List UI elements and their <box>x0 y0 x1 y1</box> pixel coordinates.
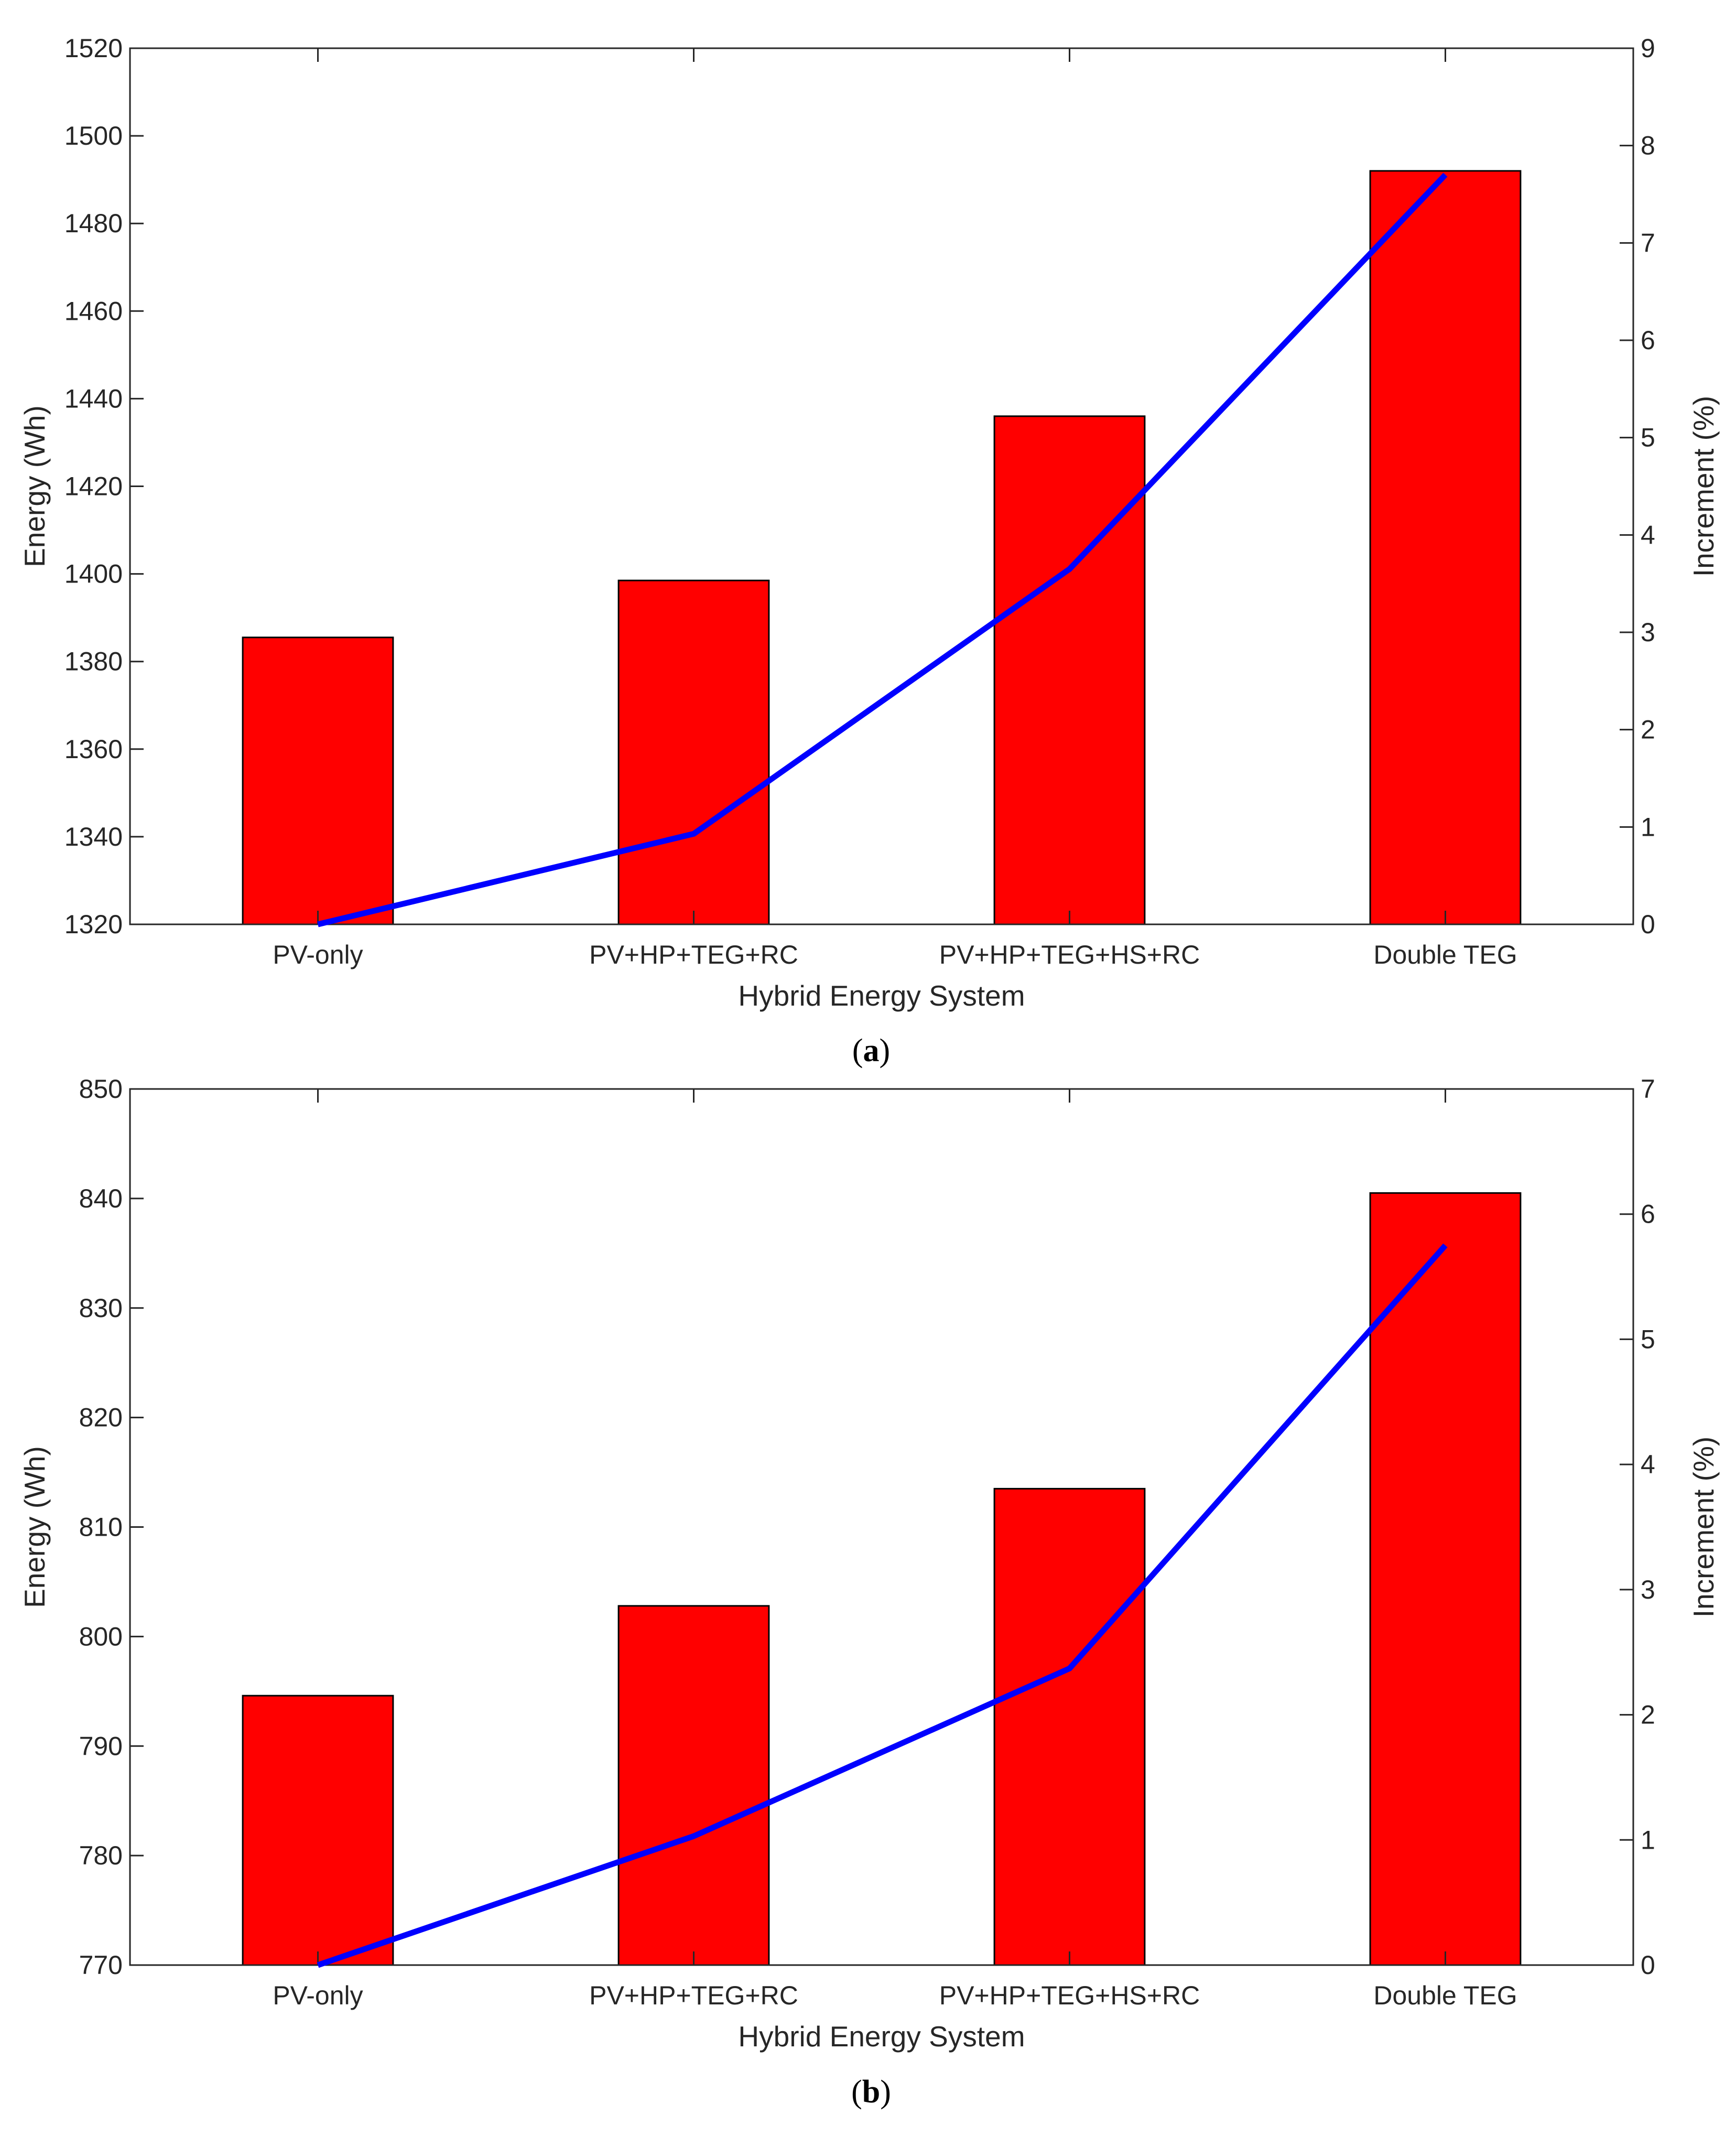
increment-line <box>317 172 1448 927</box>
x-axis-label: Hybrid Energy System <box>738 979 1025 1012</box>
y-tick-label: 820 <box>79 1403 123 1432</box>
increment-point-3 <box>1069 1668 1070 1669</box>
x-tick-label: PV-only <box>273 1981 363 2010</box>
y2-tick-label: 4 <box>1641 1450 1655 1479</box>
bar-3 <box>993 415 1146 925</box>
y2-tick-label: 5 <box>1641 423 1655 452</box>
y-tick-label: 1360 <box>64 735 123 764</box>
panel-label: b <box>862 2074 880 2110</box>
x-tick-label: PV-only <box>273 940 363 969</box>
y-tick-label: 1380 <box>64 647 123 676</box>
y2-tick-label: 3 <box>1641 618 1655 647</box>
y-tick-label: 1520 <box>64 34 123 63</box>
x-tick-label: PV+HP+TEG+RC <box>589 1981 798 2010</box>
y2-tick-label: 8 <box>1641 131 1655 160</box>
y-tick-label: 780 <box>79 1841 123 1870</box>
y-tick-label: 1420 <box>64 472 123 501</box>
chart-b: 770 780 790 800 810 820 830 840 850 0 1 2 3 4 5 6 7 PV-on… <box>18 1074 1720 2110</box>
y2-axis-label: Increment (%) <box>1687 396 1720 577</box>
y2-tick-label: 0 <box>1641 1950 1655 1980</box>
bar-4 <box>1369 170 1522 925</box>
panel-label: a <box>863 1033 880 1069</box>
panel-caption: (a) <box>852 1033 890 1069</box>
y2-tick-label: 1 <box>1641 1825 1655 1854</box>
y2-tick-label: 7 <box>1641 228 1655 257</box>
y-tick-label: 1400 <box>64 559 123 589</box>
panel-caption: (b) <box>851 2074 891 2110</box>
y-tick-label: 800 <box>79 1622 123 1651</box>
increment-line <box>317 1243 1448 1968</box>
y2-tick-label: 9 <box>1641 34 1655 63</box>
y-tick-label: 790 <box>79 1731 123 1761</box>
increment-point-4 <box>1445 1245 1446 1246</box>
bar-2 <box>617 579 770 925</box>
y-tick-label: 830 <box>79 1293 123 1323</box>
increment-point-2 <box>693 1836 694 1837</box>
y-axis-label: Energy (Wh) <box>18 405 51 567</box>
bar-3 <box>993 1487 1146 1966</box>
x-tick-label: PV+HP+TEG+RC <box>589 940 798 969</box>
y-tick-label: 1340 <box>64 822 123 851</box>
y2-tick-label: 1 <box>1641 812 1655 842</box>
y2-tick-label: 5 <box>1641 1324 1655 1354</box>
y2-tick-label: 3 <box>1641 1575 1655 1604</box>
y2-tick-label: 4 <box>1641 520 1655 549</box>
y2-tick-label: 7 <box>1641 1074 1655 1104</box>
bar-1 <box>242 637 394 925</box>
y-tick-label: 770 <box>79 1950 123 1980</box>
y2-tick-label: 2 <box>1641 715 1655 745</box>
y-tick-label: 1440 <box>64 384 123 413</box>
y2-tick-label: 6 <box>1641 1200 1655 1229</box>
x-tick-label: Double TEG <box>1373 1981 1517 2010</box>
y-tick-label: 1480 <box>64 209 123 238</box>
bar-4 <box>1369 1192 1522 1966</box>
y2-axis-label: Increment (%) <box>1687 1437 1720 1617</box>
bar-1 <box>242 1695 394 1966</box>
y2-tick-label: 2 <box>1641 1700 1655 1730</box>
y-axis-label: Energy (Wh) <box>18 1446 51 1608</box>
y-tick-label: 850 <box>79 1074 123 1104</box>
x-tick-label: PV+HP+TEG+HS+RC <box>939 940 1200 969</box>
x-tick-label: PV+HP+TEG+HS+RC <box>939 1981 1200 2010</box>
bar-2 <box>617 1605 770 1966</box>
y2-tick-label: 6 <box>1641 326 1655 355</box>
y2-tick-label: 0 <box>1641 910 1655 939</box>
y-tick-label: 810 <box>79 1513 123 1542</box>
x-axis-label: Hybrid Energy System <box>738 2020 1025 2053</box>
y-tick-label: 1460 <box>64 296 123 326</box>
y-tick-label: 1320 <box>64 910 123 939</box>
y-tick-label: 840 <box>79 1184 123 1213</box>
chart-a: 1320134013601380140014201440146014801500… <box>18 34 1720 1069</box>
y-tick-label: 1500 <box>64 121 123 150</box>
x-tick-label: Double TEG <box>1373 940 1517 969</box>
